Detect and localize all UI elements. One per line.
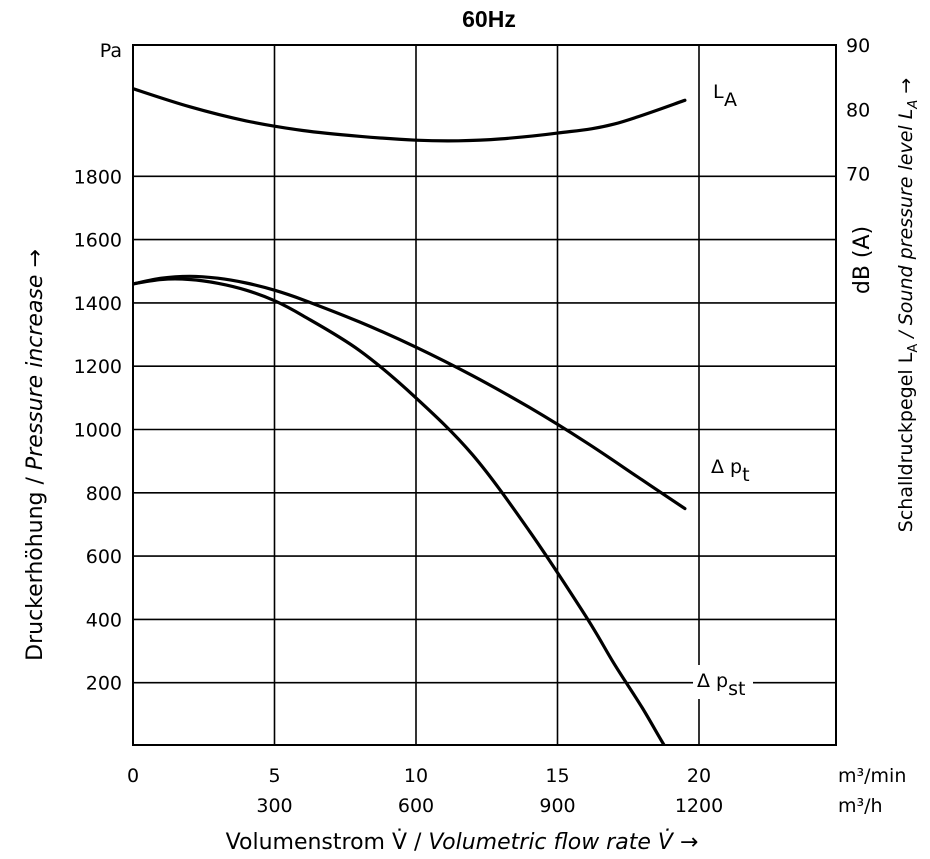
y2-axis-unit: dB (A) <box>850 226 875 294</box>
plot-frame <box>132 44 837 746</box>
y2-title-de: Schalldruckpegel L <box>895 352 917 532</box>
y2-title-en-sub: A <box>906 100 921 110</box>
y-tick-label: 200 <box>86 673 122 695</box>
y2-tick-label: 90 <box>846 35 870 57</box>
x-tick-label-min: 5 <box>268 765 280 787</box>
x-tick-label-h: 900 <box>539 795 575 817</box>
series-line-dpt <box>133 274 687 511</box>
x-tick-label-min: 10 <box>404 765 428 787</box>
y-tick-label: 1400 <box>74 293 122 315</box>
y-tick-label: 600 <box>86 546 122 568</box>
y-unit-label: Pa <box>100 40 122 62</box>
y2-title-arrow: → <box>895 78 917 100</box>
series-label-main: Δ p <box>711 456 742 478</box>
x-tick-label-h: 1200 <box>675 795 723 817</box>
x-unit-min: m³/min <box>838 765 906 787</box>
y-axis-title-en: Pressure increase → <box>23 249 48 470</box>
y2-title-en: / Sound pressure level L <box>895 109 917 344</box>
x-axis-title-de: Volumenstrom V̇ / <box>226 829 429 855</box>
curves <box>133 87 687 745</box>
x-tick-label-h: 300 <box>256 795 292 817</box>
series-label-main: Δ p <box>697 670 728 692</box>
series-label-main: L <box>713 81 724 103</box>
x-tick-label-min: 0 <box>127 765 139 787</box>
series-label-dpt: Δ pt <box>711 456 750 486</box>
x-tick-label-min: 20 <box>687 765 711 787</box>
y-tick-label: 1000 <box>74 420 122 442</box>
y-axis-title-de: Druckerhöhung / <box>23 470 48 661</box>
x-axis-title-en: Volumetric flow rate V̇ → <box>428 829 698 855</box>
y2-tick-label: 80 <box>846 99 870 121</box>
y-tick-label: 800 <box>86 483 122 505</box>
y2-title-de-sub: A <box>906 344 921 353</box>
chart-title: 60Hz <box>462 6 516 32</box>
series-label-sub: A <box>724 89 737 111</box>
y-tick-label: 1200 <box>74 356 122 378</box>
y-tick-label: 1800 <box>74 166 122 188</box>
y-tick-label: 400 <box>86 609 122 631</box>
series-label-bg <box>693 665 753 699</box>
series-label-sub: t <box>742 464 749 486</box>
grid <box>132 44 837 746</box>
y2-axis-title: Schalldruckpegel LA / Sound pressure lev… <box>895 78 921 532</box>
series-line-la <box>133 87 687 143</box>
x-tick-label-min: 15 <box>545 765 569 787</box>
series-label-sub: st <box>728 678 745 700</box>
series-label-dpst: Δ pst <box>697 670 745 700</box>
series-line-dpst <box>133 277 666 745</box>
x-axis-title: Volumenstrom V̇ / Volumetric flow rate V… <box>226 829 699 855</box>
series-label-la: LA <box>713 81 737 111</box>
y-tick-label: 1600 <box>74 230 122 252</box>
y-axis-title: Druckerhöhung / Pressure increase → <box>23 249 48 661</box>
x-unit-h: m³/h <box>838 795 883 817</box>
y2-tick-label: 70 <box>846 164 870 186</box>
x-tick-label-h: 600 <box>398 795 434 817</box>
